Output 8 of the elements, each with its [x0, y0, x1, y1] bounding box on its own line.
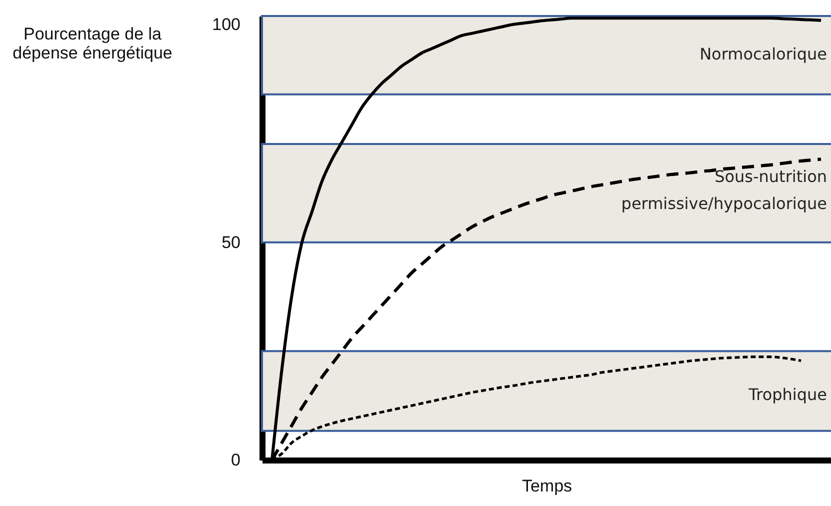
series-label: Normocalorique	[700, 44, 827, 64]
y-tick-label: 100	[212, 15, 240, 34]
y-tick-label: 0	[231, 450, 240, 470]
x-axis-title: Temps	[522, 476, 572, 496]
series-label: Trophique	[748, 384, 827, 404]
series-label: Sous-nutrition permissive/hypocalorique	[621, 167, 827, 214]
y-tick-label: 50	[222, 232, 240, 252]
y-axis-title: Pourcentage de la dépense énergétique	[12, 24, 172, 62]
